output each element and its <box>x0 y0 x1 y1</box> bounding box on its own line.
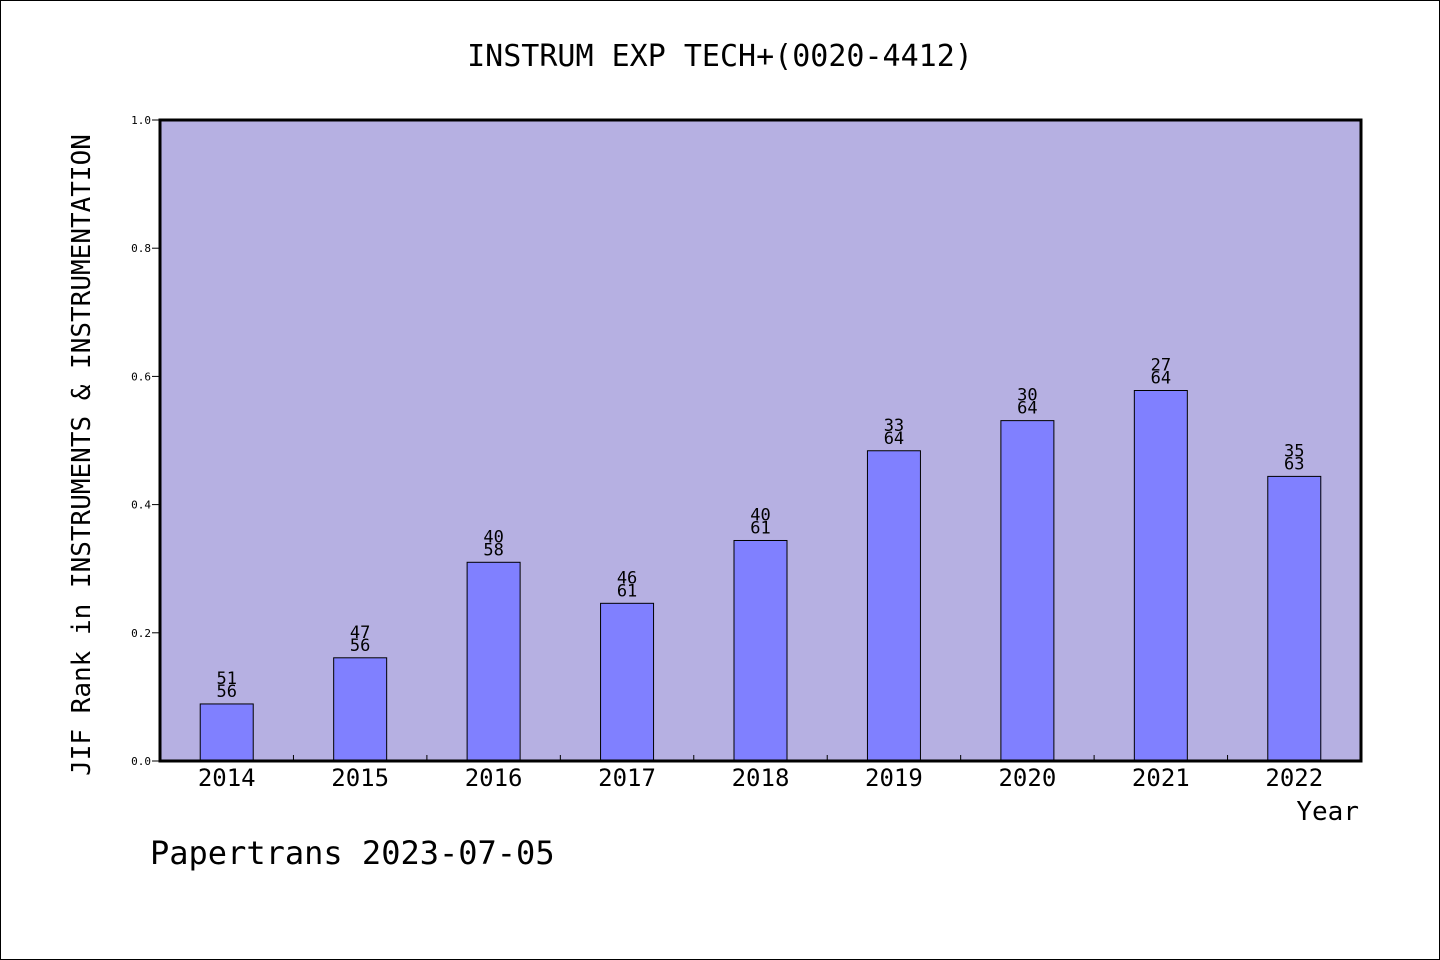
x-tick-label-2018: 2018 <box>732 764 790 792</box>
bar-rank-label-2015: 47 <box>350 623 370 643</box>
y-axis-ticks: 0.0 0.2 0.4 0.6 0.8 1.0 <box>131 114 160 768</box>
bar-2018 <box>733 539 788 762</box>
bar-2021 <box>1133 390 1188 762</box>
x-tick-label-2021: 2021 <box>1132 764 1190 792</box>
y-tick-label: 0.8 <box>131 242 151 255</box>
x-tick-label-2014: 2014 <box>198 764 256 792</box>
bar-rank-label-2016: 40 <box>483 527 503 547</box>
x-tick-label-2020: 2020 <box>998 764 1056 792</box>
y-tick-label: 1.0 <box>131 114 151 127</box>
bar-total-label-2016: 58 <box>483 540 503 560</box>
bar-total-label-2018: 61 <box>750 518 770 538</box>
bar-rank-label-2018: 40 <box>750 505 770 525</box>
bar-2019 <box>866 450 921 762</box>
bar-rank-label-2020: 30 <box>1017 386 1037 406</box>
bar-rank-label-2017: 46 <box>617 568 637 588</box>
bar-total-label-2019: 64 <box>884 429 904 449</box>
bar-total-label-2020: 64 <box>1017 399 1037 419</box>
y-tick-label: 0.6 <box>131 370 151 383</box>
x-tick-label-2016: 2016 <box>465 764 523 792</box>
footer-credit: Papertrans 2023-07-05 <box>150 834 555 872</box>
bar-rank-label-2022: 35 <box>1284 441 1304 461</box>
bar-total-label-2014: 56 <box>216 682 236 702</box>
x-axis-ticks: 2014 2015 2016 2017 2018 2019 2020 2021 2022 <box>198 755 1323 792</box>
bar-total-label-2015: 56 <box>350 636 370 656</box>
x-tick-label-2017: 2017 <box>598 764 656 792</box>
x-tick-label-2015: 2015 <box>331 764 389 792</box>
bar-2022 <box>1267 475 1322 762</box>
bar-rank-label-2021: 27 <box>1151 356 1171 376</box>
x-tick-label-2022: 2022 <box>1265 764 1323 792</box>
x-axis-label: Year <box>1296 797 1359 827</box>
y-tick-label: 0.0 <box>131 755 151 768</box>
bar-2015 <box>333 657 388 762</box>
y-tick-label: 0.2 <box>131 627 151 640</box>
x-tick-label-2019: 2019 <box>865 764 923 792</box>
bar-2014 <box>199 703 254 762</box>
bar-2016 <box>466 561 521 762</box>
chart-title: INSTRUM EXP TECH+(0020-4412) <box>467 39 973 74</box>
plot-border <box>158 118 1363 763</box>
bar-total-label-2021: 64 <box>1151 369 1171 389</box>
bar-2020 <box>1000 420 1055 762</box>
bars-group <box>199 390 1322 762</box>
y-axis-label: JIF Rank in INSTRUMENTS & INSTRUMENTATIO… <box>67 134 97 776</box>
bar-rank-label-2019: 33 <box>884 416 904 436</box>
bar-rank-label-2014: 51 <box>216 669 236 689</box>
bar-2017 <box>600 602 655 762</box>
bar-total-label-2017: 61 <box>617 581 637 601</box>
y-tick-label: 0.4 <box>131 499 151 512</box>
bar-total-label-2022: 63 <box>1284 454 1304 474</box>
